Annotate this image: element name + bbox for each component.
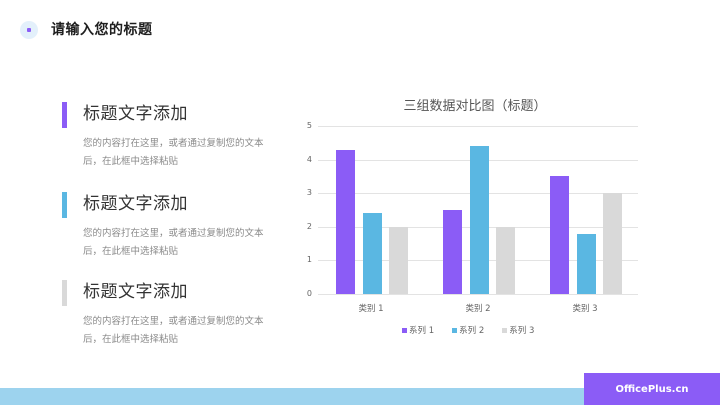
brand-box: OfficePlus.cn [584, 373, 720, 405]
x-category-label: 类别 3 [572, 304, 598, 314]
accent-bar [62, 192, 67, 218]
legend-label: 系列 1 [409, 326, 435, 336]
legend-swatch-icon [502, 327, 508, 333]
legend-item: 系列 2 [452, 324, 484, 336]
legend-label: 系列 3 [509, 326, 535, 336]
gridline [318, 294, 638, 295]
y-tick-label: 0 [306, 289, 312, 298]
block-title: 标题文字添加 [83, 194, 188, 214]
dot-icon [27, 28, 31, 32]
legend-item: 系列 1 [402, 324, 434, 336]
y-tick-label: 5 [306, 121, 312, 130]
bar [603, 193, 622, 294]
bar [389, 226, 408, 294]
legend-item: 系列 3 [502, 324, 534, 336]
page-title: 请输入您的标题 [51, 22, 153, 38]
legend-label: 系列 2 [459, 326, 485, 336]
brand-text: OfficePlus.cn [615, 383, 689, 395]
bar [443, 210, 462, 294]
block-title: 标题文字添加 [83, 282, 188, 302]
legend-swatch-icon [402, 327, 407, 333]
bar [362, 213, 382, 294]
block-title: 标题文字添加 [83, 104, 188, 124]
y-tick-label: 2 [306, 221, 312, 231]
y-tick-label: 3 [306, 188, 312, 198]
legend-swatch-icon [452, 327, 458, 333]
bar [550, 176, 569, 294]
accent-bar [62, 280, 67, 306]
block-desc: 您的内容打在这里，或者通过复制您的文本后，在此框中选择粘贴 [83, 138, 264, 167]
y-tick-label: 1 [306, 255, 312, 265]
x-category-label: 类别 2 [465, 304, 491, 314]
legend: 系列 1 系列 2 系列 3 [402, 324, 534, 336]
header-icon [20, 21, 38, 39]
bar [336, 149, 355, 294]
bar [496, 226, 515, 294]
bottom-band [0, 388, 720, 405]
bar [576, 233, 596, 294]
accent-bar [62, 102, 67, 128]
x-category-label: 类别 1 [358, 304, 384, 314]
block-desc: 您的内容打在这里，或者通过复制您的文本后，在此框中选择粘贴 [83, 228, 264, 257]
chart-title: 三组数据对比图（标题） [403, 99, 547, 114]
bar [469, 146, 489, 294]
block-desc: 您的内容打在这里，或者通过复制您的文本后，在此框中选择粘贴 [83, 316, 264, 345]
y-tick-label: 4 [306, 154, 312, 164]
gridline [318, 126, 638, 127]
